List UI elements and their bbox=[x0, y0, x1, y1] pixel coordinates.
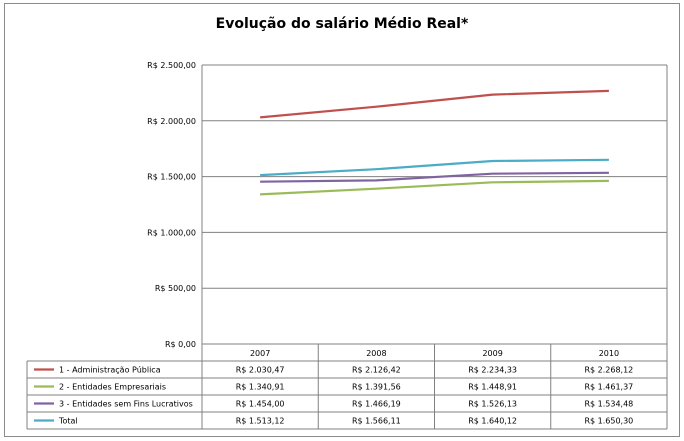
data-label: R$ 1.526,13 bbox=[468, 400, 517, 409]
data-label: R$ 1.461,37 bbox=[584, 383, 633, 392]
legend-label: 1 - Administração Pública bbox=[59, 366, 161, 375]
y-tick-label: R$ 1.500,00 bbox=[147, 173, 196, 182]
data-label: R$ 1.650,30 bbox=[584, 417, 633, 426]
y-tick-label: R$ 2.000,00 bbox=[147, 117, 196, 126]
data-label: R$ 1.454,00 bbox=[236, 400, 285, 409]
data-label: R$ 2.268,12 bbox=[584, 366, 633, 375]
data-label: R$ 1.448,91 bbox=[468, 383, 517, 392]
chart-title: Evolução do salário Médio Real* bbox=[215, 16, 469, 32]
data-label: R$ 2.126,42 bbox=[352, 366, 401, 375]
data-label: R$ 1.534,48 bbox=[584, 400, 633, 409]
y-tick-label: R$ 0,00 bbox=[165, 340, 196, 349]
y-tick-label: R$ 2.500,00 bbox=[147, 61, 196, 70]
legend-label: Total bbox=[58, 417, 78, 426]
line-chart: R$ 0,00 R$ 500,00 R$ 1.000,00 R$ 1.500,00 R$… bbox=[26, 61, 668, 430]
data-label: R$ 1.513,12 bbox=[236, 417, 285, 426]
series-line bbox=[260, 179, 609, 196]
data-label: R$ 1.340,91 bbox=[236, 383, 285, 392]
chart-frame: Evolução do salário Médio Real* R$ 0,00 R… bbox=[4, 3, 680, 437]
data-label: R$ 2.234,33 bbox=[468, 366, 517, 375]
y-tick-label: R$ 1.000,00 bbox=[147, 228, 196, 237]
legend-label: 2 - Entidades Empresariais bbox=[59, 383, 166, 392]
data-label: R$ 1.391,56 bbox=[352, 383, 401, 392]
series-line bbox=[259, 89, 609, 119]
x-tick-label: 2009 bbox=[482, 349, 502, 358]
series-line bbox=[260, 158, 609, 177]
data-label: R$ 2.030,47 bbox=[236, 366, 285, 375]
x-tick-label: 2008 bbox=[366, 349, 386, 358]
data-label: R$ 1.640,12 bbox=[468, 417, 517, 426]
series-line bbox=[260, 171, 609, 183]
data-label: R$ 1.566,11 bbox=[352, 417, 401, 426]
x-tick-label: 2007 bbox=[250, 349, 270, 358]
y-tick-label: R$ 500,00 bbox=[155, 284, 196, 293]
legend-label: 3 - Entidades sem Fins Lucrativos bbox=[59, 400, 193, 409]
x-tick-label: 2010 bbox=[599, 349, 619, 358]
data-label: R$ 1.466,19 bbox=[352, 400, 401, 409]
